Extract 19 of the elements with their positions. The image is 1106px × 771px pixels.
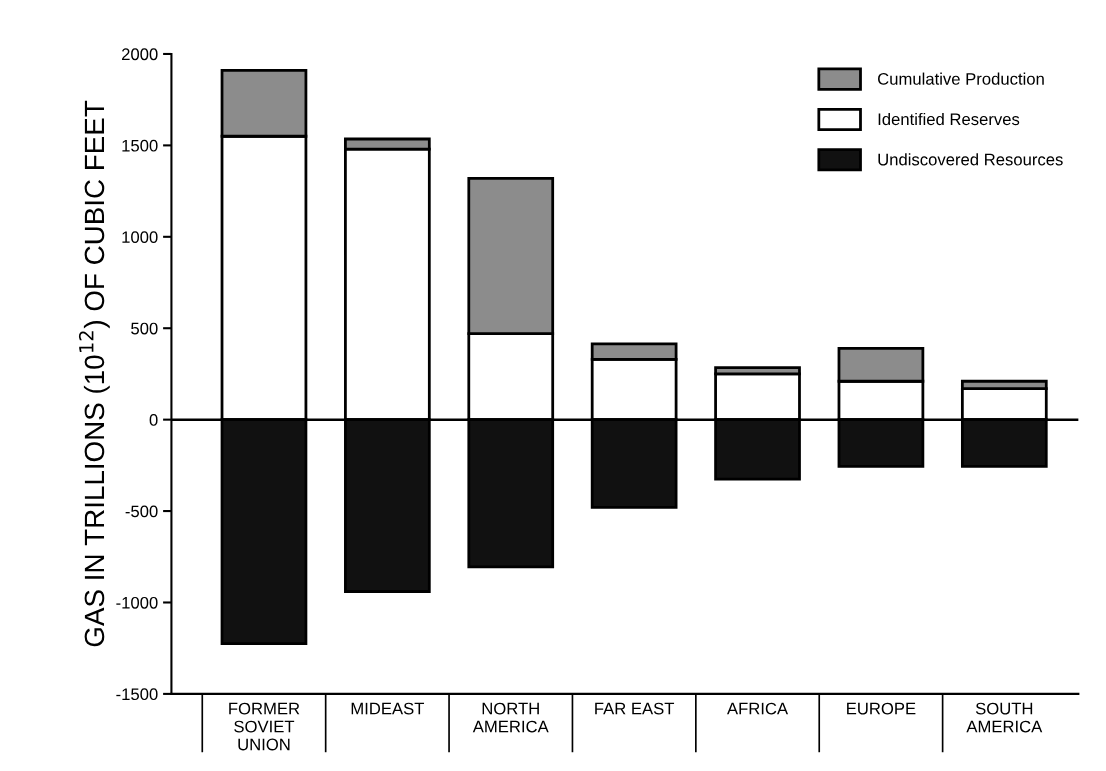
x-tick-label: NORTH AMERICA bbox=[472, 702, 549, 733]
x-tick-label: AFRICA bbox=[727, 702, 789, 715]
y-tick-label: -500 bbox=[125, 505, 158, 518]
y-tick-label: 1000 bbox=[122, 231, 158, 244]
legend-label: Identified Reserves bbox=[878, 112, 1020, 126]
y-tick-label: 500 bbox=[131, 322, 158, 335]
y-tick-label: 1500 bbox=[122, 139, 158, 152]
y-axis-title: GAS IN TRILLIONS (10$^{12}$) OF CUBIC FEET bbox=[78, 100, 110, 647]
x-tick-label: EUROPE bbox=[847, 702, 916, 715]
y-tick-label: 2000 bbox=[122, 48, 158, 61]
legend-label: Cumulative Production bbox=[878, 72, 1044, 85]
x-tick-label: SOUTH AMERICA bbox=[966, 702, 1043, 733]
y-tick-label: -1000 bbox=[116, 596, 158, 609]
y-tick-label: 0 bbox=[149, 414, 158, 426]
legend-label: Undiscovered Resources bbox=[878, 153, 1063, 166]
x-tick-label: FAR EAST bbox=[595, 702, 675, 715]
y-tick-label: -1500 bbox=[116, 688, 158, 701]
x-tick-label: FORMER SOVIET UNION bbox=[229, 702, 300, 751]
x-tick-label: MIDEAST bbox=[351, 702, 425, 715]
